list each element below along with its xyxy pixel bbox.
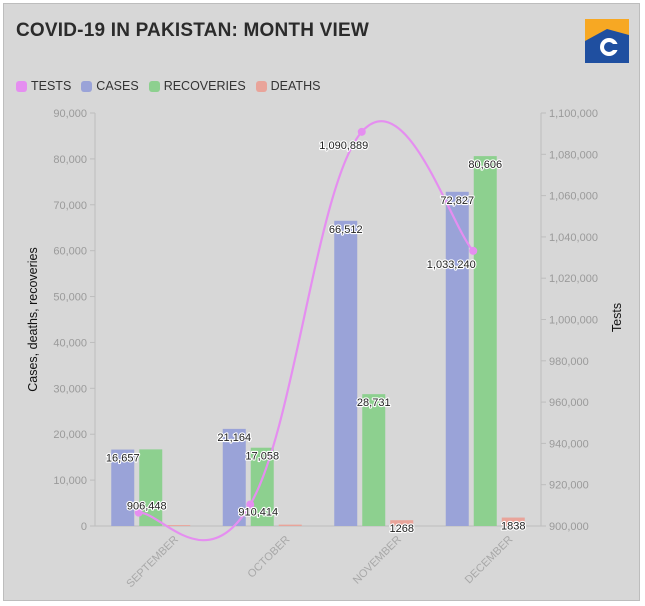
left-tick-label: 60,000: [53, 246, 87, 258]
x-tick-label: NOVEMBER: [351, 534, 404, 587]
data-label-tests: 910,414: [238, 506, 278, 518]
data-label-cases: 16,657: [106, 453, 140, 465]
legend-label: RECOVERIES: [163, 79, 246, 93]
right-tick-label: 960,000: [549, 397, 589, 409]
bar-deaths-december[interactable]: [501, 517, 525, 526]
right-tick-label: 1,100,000: [549, 108, 598, 120]
left-tick-label: 10,000: [53, 475, 87, 487]
right-tick-label: 980,000: [549, 356, 589, 368]
right-tick-label: 1,020,000: [549, 273, 598, 285]
tests-point[interactable]: [357, 127, 366, 136]
legend-swatch: [255, 80, 267, 92]
data-label-cases: 21,164: [217, 432, 251, 444]
bar-recoveries-december[interactable]: [473, 156, 497, 526]
legend-label: DEATHS: [270, 79, 321, 93]
data-label-tests: 1,033,240: [427, 259, 476, 271]
x-tick-label: SEPTEMBER: [124, 534, 181, 591]
data-label-cases: 66,512: [329, 224, 363, 236]
left-tick-label: 30,000: [53, 383, 87, 395]
data-label-cases: 72,827: [440, 195, 474, 207]
bar-cases-september[interactable]: [111, 449, 135, 526]
data-label-deaths: 1268: [390, 523, 414, 535]
chart-legend: TESTS CASES RECOVERIES DEATHS: [16, 79, 320, 93]
left-tick-label: 40,000: [53, 337, 87, 349]
left-tick-label: 70,000: [53, 200, 87, 212]
chart-card: COVID-19 IN PAKISTAN: MONTH VIEW TESTS CA…: [3, 3, 640, 601]
y2-axis-title: Tests: [610, 303, 624, 332]
legend-item-cases[interactable]: CASES: [81, 79, 139, 93]
bar-cases-november[interactable]: [334, 220, 358, 527]
right-tick-label: 900,000: [549, 521, 589, 533]
data-label-recoveries: 28,731: [357, 397, 391, 409]
right-tick-label: 1,060,000: [549, 191, 598, 203]
left-tick-label: 20,000: [53, 429, 87, 441]
right-tick-label: 1,080,000: [549, 149, 598, 161]
data-label-recoveries: 17,058: [245, 451, 279, 463]
left-tick-label: 80,000: [53, 154, 87, 166]
right-tick-label: 920,000: [549, 480, 589, 492]
legend-item-recoveries[interactable]: RECOVERIES: [148, 79, 246, 93]
legend-swatch: [16, 80, 27, 92]
bar-deaths-november[interactable]: [390, 520, 414, 526]
right-tick-label: 1,040,000: [549, 232, 598, 244]
bar-deaths-september[interactable]: [167, 525, 191, 526]
data-label-tests: 906,448: [127, 501, 167, 513]
bar-deaths-october[interactable]: [278, 524, 302, 526]
tests-point[interactable]: [134, 508, 143, 517]
x-tick-label: DECEMBER: [463, 534, 516, 587]
y-axis-title: Cases, deaths, recoveries: [26, 247, 40, 392]
legend-label: CASES: [96, 79, 139, 93]
legend-item-tests[interactable]: TESTS: [16, 79, 71, 93]
tests-point[interactable]: [246, 500, 255, 509]
legend-swatch: [81, 80, 93, 92]
data-label-deaths: 1838: [501, 521, 525, 533]
left-tick-label: 90,000: [53, 108, 87, 120]
data-label-recoveries: 80,606: [468, 159, 502, 171]
bar-cases-december[interactable]: [445, 191, 469, 526]
left-tick-label: 0: [81, 521, 87, 533]
page-title: COVID-19 IN PAKISTAN: MONTH VIEW: [16, 20, 369, 41]
bar-recoveries-september[interactable]: [139, 449, 163, 526]
right-tick-label: 940,000: [549, 438, 589, 450]
bar-cases-october[interactable]: [222, 428, 246, 526]
right-tick-label: 1,000,000: [549, 315, 598, 327]
data-label-tests: 1,090,889: [319, 140, 368, 152]
bar-recoveries-november[interactable]: [362, 394, 386, 526]
left-tick-label: 50,000: [53, 292, 87, 304]
tests-point[interactable]: [469, 246, 478, 255]
bar-recoveries-october[interactable]: [250, 447, 274, 526]
x-tick-label: OCTOBER: [246, 534, 293, 581]
geo-news-logo: [585, 19, 629, 63]
tests-line[interactable]: [138, 120, 475, 542]
legend-item-deaths[interactable]: DEATHS: [255, 79, 321, 93]
legend-swatch: [148, 80, 160, 92]
legend-label: TESTS: [31, 79, 72, 93]
